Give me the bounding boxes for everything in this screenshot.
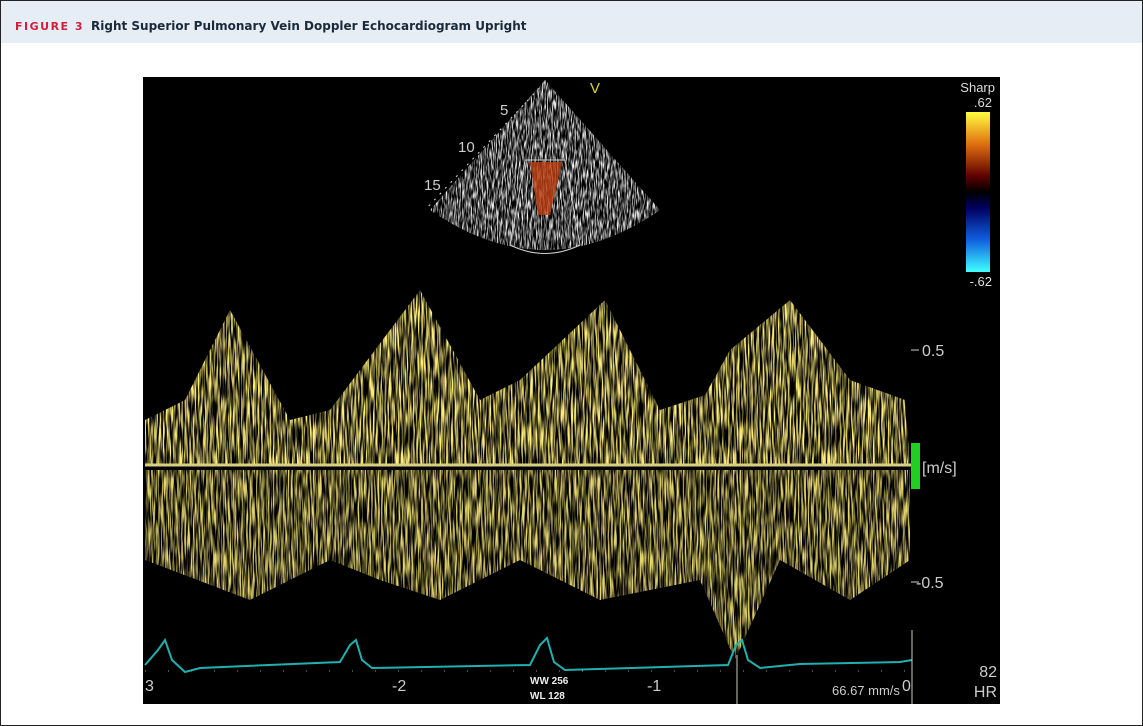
baseline-marker	[911, 443, 920, 489]
time-label: -2	[392, 678, 406, 695]
color-bar	[966, 112, 990, 272]
window-width: WW 256	[530, 676, 569, 687]
orientation-marker: V	[590, 80, 600, 97]
color-map-min: -.62	[970, 274, 992, 289]
depth-label: 15	[424, 177, 441, 194]
color-map-name: Sharp	[960, 80, 995, 95]
color-map-max: .62	[974, 95, 992, 110]
depth-label: 5	[500, 102, 508, 119]
heart-rate-label: HR	[974, 684, 997, 701]
time-label: 0	[902, 678, 911, 695]
velocity-unit: [m/s]	[922, 460, 957, 477]
window-level: WL 128	[530, 691, 565, 702]
heart-rate: 82	[979, 664, 997, 681]
time-label: -1	[647, 678, 661, 695]
depth-label: 10	[458, 139, 475, 156]
velocity-label: -0.5	[916, 575, 944, 592]
echo-image: V 5 10 15 Sharp .62 -.62 0.5 [m/s] -0.5 …	[0, 0, 1143, 726]
sweep-speed: 66.67 mm/s	[832, 683, 900, 698]
time-label: 3	[145, 678, 154, 695]
velocity-label: 0.5	[922, 343, 944, 360]
